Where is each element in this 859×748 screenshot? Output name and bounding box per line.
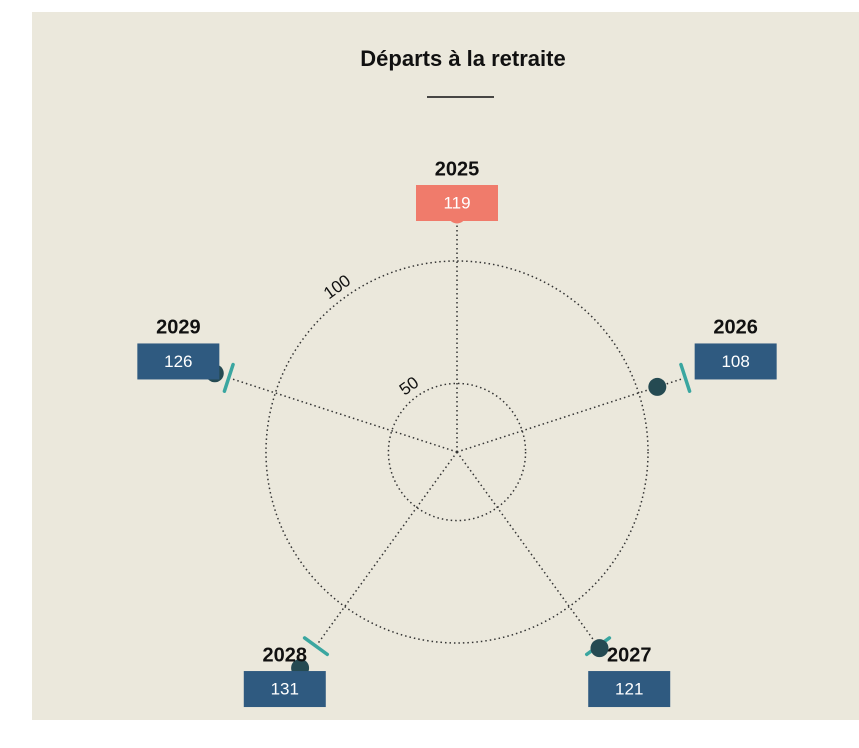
category-label: 2026 (713, 317, 758, 339)
category-label: 2029 (156, 317, 201, 339)
chart-title: Départs à la retraite (360, 46, 565, 71)
value-dot (590, 639, 609, 658)
spoke-cap (679, 362, 692, 393)
value-label: 108 (721, 352, 749, 371)
category-label: 2027 (607, 644, 652, 666)
value-box (243, 671, 326, 708)
value-label: 131 (271, 680, 299, 699)
spoke-cap (222, 362, 235, 393)
value-dot (648, 377, 667, 396)
value-label: 121 (615, 680, 643, 699)
value-box (416, 185, 498, 221)
value-label: 126 (164, 352, 192, 371)
value-label: 119 (443, 193, 470, 212)
category-label: 2028 (263, 644, 308, 666)
grid-ring (387, 382, 527, 522)
value-box (588, 671, 671, 708)
value-box (694, 343, 777, 380)
category-label: 2025 (435, 158, 480, 180)
grid-ring (265, 260, 649, 644)
value-box (137, 343, 220, 380)
spoke-cap (302, 636, 330, 657)
